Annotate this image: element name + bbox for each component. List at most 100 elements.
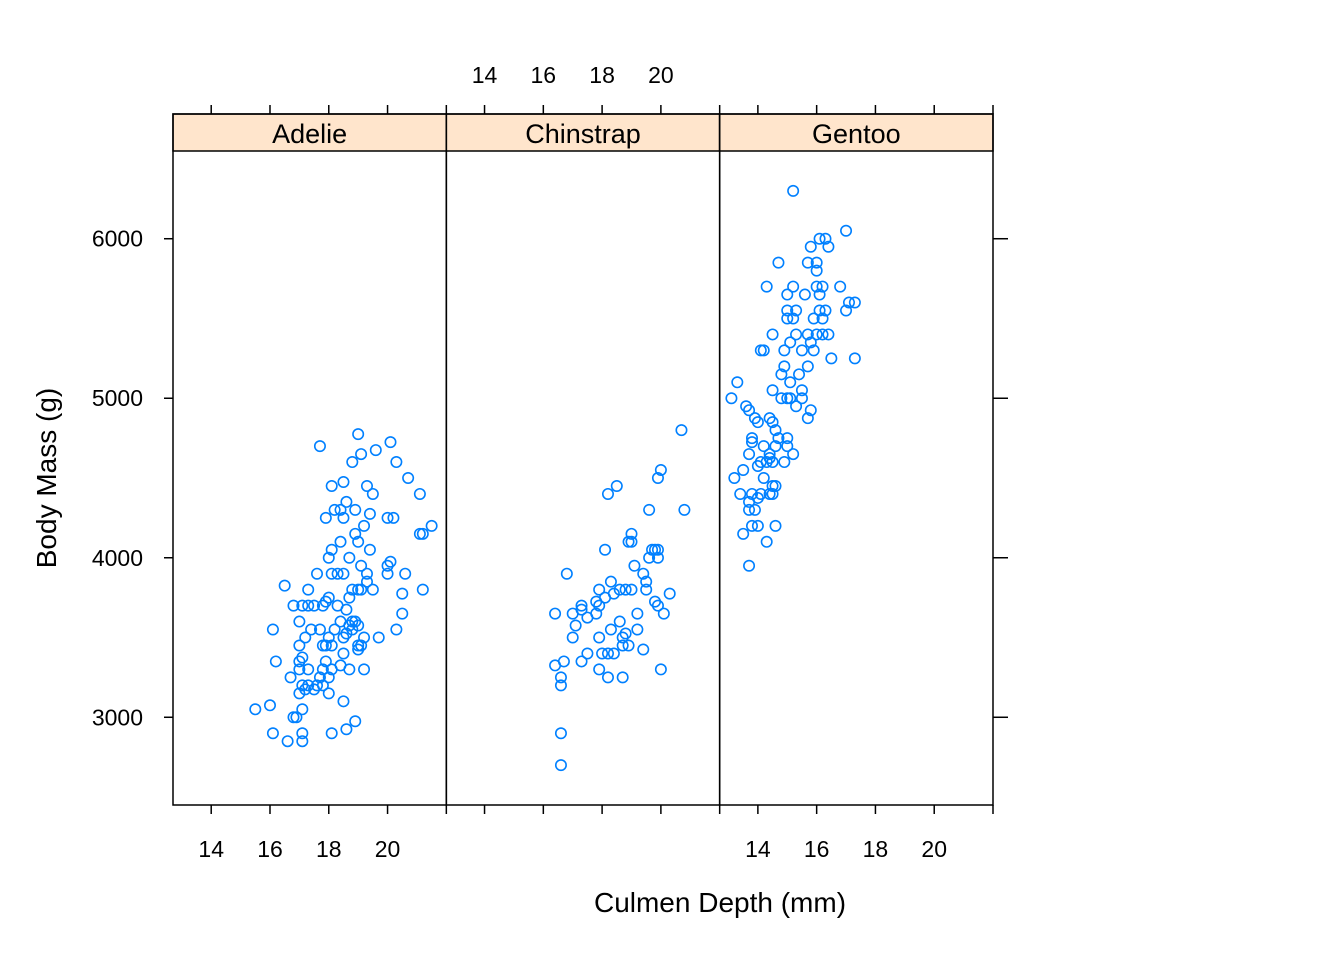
data-point <box>784 376 797 389</box>
data-point <box>554 759 567 772</box>
data-point <box>346 583 359 596</box>
data-point <box>325 479 338 492</box>
data-point <box>549 607 562 620</box>
data-point <box>757 471 770 484</box>
data-point <box>654 663 667 676</box>
data-point <box>293 615 306 628</box>
data-point <box>352 535 365 548</box>
data-point <box>804 404 817 417</box>
data-point <box>787 280 800 293</box>
data-point <box>402 471 415 484</box>
data-point <box>290 711 303 724</box>
data-point <box>296 735 309 748</box>
data-point <box>637 643 650 656</box>
data-point <box>795 392 808 405</box>
data-point <box>757 344 770 357</box>
panel-frame <box>718 113 994 806</box>
data-point <box>399 567 412 580</box>
data-point <box>557 655 570 668</box>
data-point <box>340 495 353 508</box>
data-point <box>622 639 635 652</box>
data-point <box>322 671 335 684</box>
data-point <box>322 551 335 564</box>
y-tick-label: 4000 <box>92 545 143 571</box>
data-point <box>349 715 362 728</box>
data-point <box>798 288 811 301</box>
data-point <box>657 607 670 620</box>
data-point <box>807 344 820 357</box>
panel-strip-label: Chinstrap <box>525 119 641 149</box>
data-point <box>819 304 832 317</box>
data-point <box>784 392 797 405</box>
data-point <box>305 623 318 636</box>
data-point <box>325 639 338 652</box>
data-point <box>745 432 758 445</box>
data-point <box>616 671 629 684</box>
data-point <box>766 384 779 397</box>
data-point <box>772 256 785 269</box>
data-point <box>728 471 741 484</box>
data-point <box>334 503 347 516</box>
data-point <box>781 432 794 445</box>
data-point <box>745 487 758 500</box>
y-tick-label: 5000 <box>92 385 143 411</box>
y-axis-label: Body Mass (g) <box>31 388 62 569</box>
data-point <box>643 551 656 564</box>
x-tick-label: 14 <box>745 836 771 862</box>
data-point <box>766 328 779 341</box>
data-point <box>760 535 773 548</box>
data-point <box>787 448 800 461</box>
data-point <box>834 280 847 293</box>
data-point <box>790 400 803 413</box>
data-point <box>801 360 814 373</box>
data-point <box>352 428 365 441</box>
data-point <box>640 583 653 596</box>
data-point <box>593 631 606 644</box>
data-point <box>778 456 791 469</box>
data-point <box>352 619 365 632</box>
data-point <box>331 567 344 580</box>
data-point <box>384 555 397 568</box>
data-point <box>554 679 567 692</box>
data-point <box>313 440 326 453</box>
data-point <box>322 631 335 644</box>
data-point <box>416 583 429 596</box>
data-point <box>781 312 794 325</box>
data-point <box>840 304 853 317</box>
data-point <box>613 615 626 628</box>
data-point <box>601 487 614 500</box>
data-point <box>337 511 350 524</box>
x-tick-label: 18 <box>589 62 615 88</box>
data-point <box>366 583 379 596</box>
data-point <box>328 503 341 516</box>
data-point <box>731 376 744 389</box>
data-point <box>337 567 350 580</box>
data-point <box>769 440 782 453</box>
data-point <box>801 328 814 341</box>
data-point <box>757 440 770 453</box>
data-point <box>593 583 606 596</box>
x-tick-label: 14 <box>472 62 498 88</box>
data-point <box>769 479 782 492</box>
data-point <box>381 511 394 524</box>
data-point <box>325 567 338 580</box>
data-point <box>743 559 756 572</box>
data-point <box>390 623 403 636</box>
data-point <box>266 623 279 636</box>
data-point <box>358 631 371 644</box>
data-point <box>381 567 394 580</box>
data-point <box>328 623 341 636</box>
data-point <box>766 416 779 429</box>
data-point <box>575 599 588 612</box>
data-point <box>751 519 764 532</box>
data-point <box>346 623 359 636</box>
data-point <box>743 404 756 417</box>
data-point <box>425 519 438 532</box>
data-point <box>822 240 835 253</box>
data-point <box>390 456 403 469</box>
data-point <box>325 543 338 556</box>
data-point <box>387 511 400 524</box>
x-tick-label: 16 <box>531 62 557 88</box>
data-point <box>678 503 691 516</box>
data-point <box>801 256 814 269</box>
